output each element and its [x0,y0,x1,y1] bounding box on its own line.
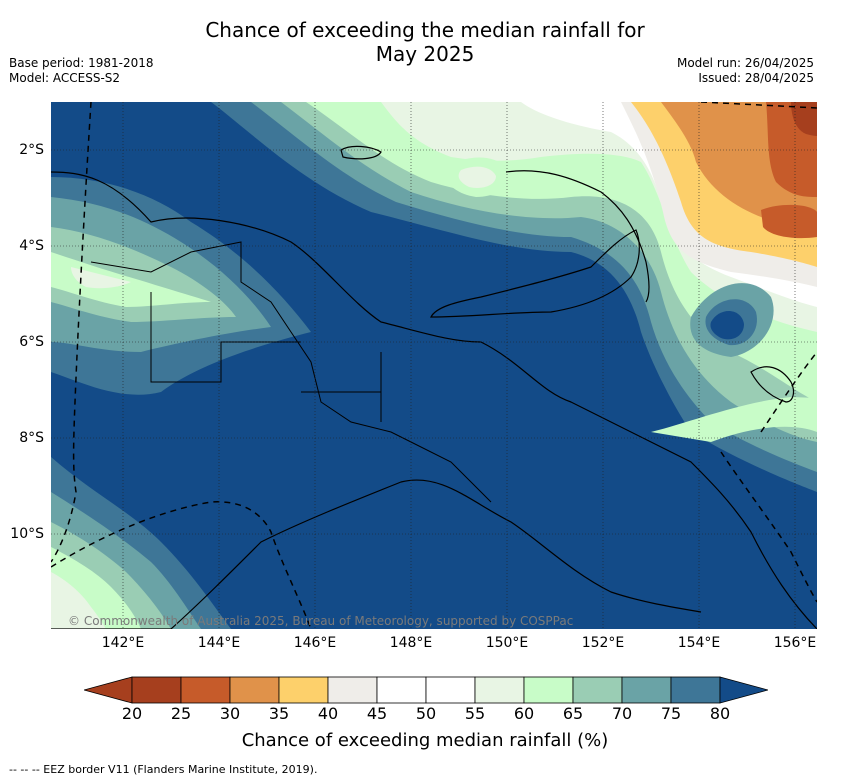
cb-tick-80: 80 [709,704,731,723]
rainfall-map [51,102,817,629]
new-britain-coastline [430,229,640,318]
colorbar-cell [131,676,182,704]
lon-tick-152: 152°E [581,635,625,651]
copyright-notice: © Commonwealth of Australia 2025, Bureau… [68,614,574,628]
cb-tick-40: 40 [317,704,339,723]
colorbar-cell [180,676,231,704]
colorbar-cell [621,676,672,704]
colorbar [84,676,768,704]
cb-tick-65: 65 [562,704,584,723]
eez-border-south [51,501,312,629]
bougainville-coastline [750,366,795,403]
cb-tick-70: 70 [611,704,633,723]
chart-title: Chance of exceeding the median rainfall … [0,18,850,66]
colorbar-over-arrow [719,676,768,704]
colorbar-cell [327,676,378,704]
cb-tick-60: 60 [513,704,535,723]
colorbar-cell [229,676,280,704]
model-run-date: Model run: 26/04/2025 [676,56,814,70]
lon-tick-142: 142°E [101,635,145,651]
zone-55-southwest [51,572,106,629]
zone-20-northeast [791,102,817,136]
zone-55-pocket-north [458,166,496,188]
cb-tick-55: 55 [464,704,486,723]
base-period: Base period: 1981-2018 [9,56,154,70]
lon-tick-156: 156°E [773,635,817,651]
cb-tick-75: 75 [660,704,682,723]
cb-tick-25: 25 [170,704,192,723]
lat-tick-2s: 2°S [19,142,44,158]
colorbar-cell [425,676,476,704]
cb-tick-20: 20 [121,704,143,723]
eez-border-east [720,451,817,603]
lon-tick-144: 144°E [197,635,241,651]
zone-80-pocket-east [710,310,744,340]
colorbar-cell [474,676,525,704]
colorbar-under-arrow [84,676,133,704]
issued-date: Issued: 28/04/2025 [698,71,814,85]
lat-tick-6s: 6°S [19,334,44,350]
colorbar-label: Chance of exceeding median rainfall (%) [241,730,609,751]
colorbar-cell [670,676,721,704]
colorbar-cell [376,676,427,704]
model-name: Model: ACCESS-S2 [9,71,121,85]
lat-tick-10s: 10°S [10,526,44,542]
zone-25-pocket-east [761,204,817,239]
colorbar-cell [572,676,623,704]
manus-island-coastline [340,145,382,160]
zone-60-west [51,252,211,307]
eez-border-northeast [700,102,817,109]
lat-tick-4s: 4°S [19,238,44,254]
colorbar-cell [278,676,329,704]
map-gridlines [51,102,817,629]
colorbar-cell [523,676,574,704]
eez-legend: -- -- -- EEZ border V11 (Flanders Marine… [9,763,318,776]
lon-tick-148: 148°E [389,635,433,651]
zone-55-west [71,267,131,289]
lon-tick-146: 146°E [293,635,337,651]
province-border [90,241,492,503]
new-ireland-coastline [505,170,650,303]
lat-tick-8s: 8°S [19,430,44,446]
eez-border-east-upper [760,351,817,433]
lon-tick-150: 150°E [485,635,529,651]
lon-tick-154: 154°E [677,635,721,651]
right-metadata: Model run: 26/04/2025 Issued: 28/04/2025 [677,56,814,86]
title-line-1: Chance of exceeding the median rainfall … [205,18,645,42]
cb-tick-50: 50 [415,704,437,723]
new-guinea-coastline [51,171,817,629]
cb-tick-45: 45 [366,704,388,723]
cb-tick-30: 30 [219,704,241,723]
left-metadata: Base period: 1981-2018 Model: ACCESS-S2 [9,56,154,86]
title-line-2: May 2025 [375,42,475,66]
zone-60-southeast [651,397,817,442]
cb-tick-35: 35 [268,704,290,723]
